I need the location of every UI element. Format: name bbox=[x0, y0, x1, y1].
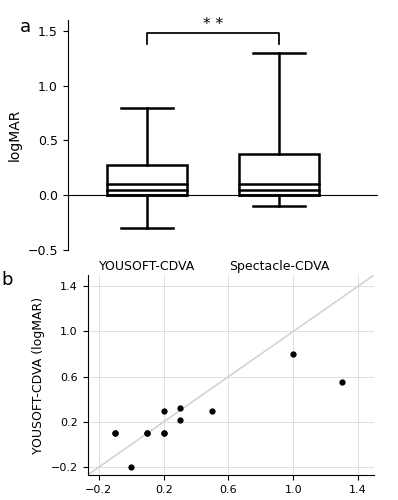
Point bbox=[160, 429, 167, 437]
Point bbox=[160, 406, 167, 414]
Bar bbox=[239, 154, 319, 195]
Y-axis label: logMAR: logMAR bbox=[8, 109, 22, 161]
Y-axis label: YOUSOFT-CDVA (logMAR): YOUSOFT-CDVA (logMAR) bbox=[32, 296, 45, 454]
Point bbox=[290, 350, 297, 358]
Point bbox=[177, 404, 183, 412]
Text: a: a bbox=[20, 18, 31, 36]
Text: b: b bbox=[2, 271, 13, 289]
Point bbox=[177, 416, 183, 424]
Bar bbox=[107, 164, 187, 195]
Point bbox=[209, 406, 215, 414]
Point bbox=[160, 429, 167, 437]
Point bbox=[112, 429, 118, 437]
Point bbox=[144, 429, 151, 437]
Point bbox=[339, 378, 345, 386]
Text: * *: * * bbox=[203, 17, 223, 32]
Point bbox=[144, 429, 151, 437]
Point bbox=[128, 463, 135, 471]
Point bbox=[112, 429, 118, 437]
